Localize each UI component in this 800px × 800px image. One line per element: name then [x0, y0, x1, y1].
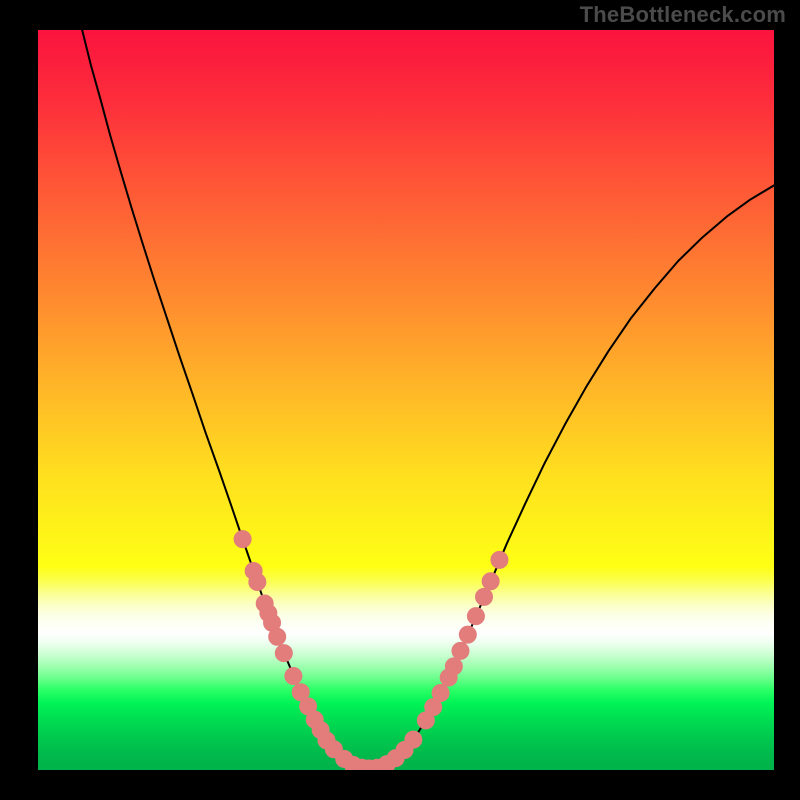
marker-point: [467, 608, 484, 625]
marker-point: [285, 668, 302, 685]
marker-point: [491, 551, 508, 568]
marker-point: [459, 626, 476, 643]
marker-point: [482, 573, 499, 590]
plot-area: [38, 30, 774, 770]
marker-point: [249, 574, 266, 591]
marker-group: [234, 531, 508, 770]
marker-point: [405, 731, 422, 748]
marker-point: [275, 645, 292, 662]
marker-point: [432, 685, 449, 702]
marker-point: [476, 588, 493, 605]
marker-point: [269, 628, 286, 645]
marker-point: [234, 531, 251, 548]
chart-frame: [0, 0, 800, 800]
marker-point: [445, 658, 462, 675]
chart-svg: [38, 30, 774, 770]
watermark-text: TheBottleneck.com: [580, 2, 786, 28]
marker-point: [452, 642, 469, 659]
v-curve: [82, 30, 774, 769]
